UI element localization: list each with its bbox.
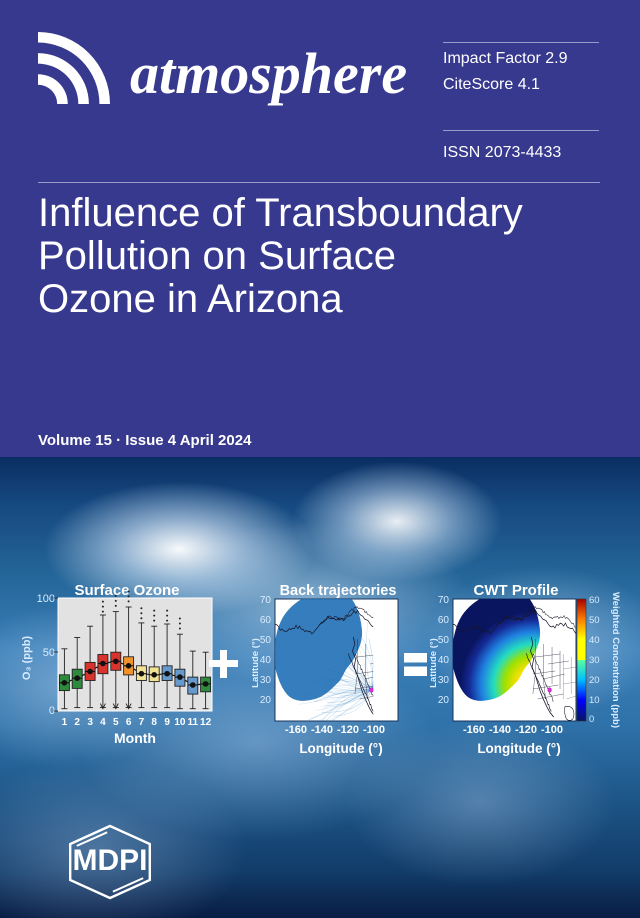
svg-text:-120: -120	[515, 724, 537, 736]
svg-text:50: 50	[260, 635, 272, 646]
svg-text:50: 50	[438, 635, 450, 646]
svg-text:9: 9	[164, 717, 170, 728]
svg-text:3: 3	[87, 717, 93, 728]
svg-text:30: 30	[589, 655, 600, 666]
svg-text:-120: -120	[337, 724, 359, 736]
svg-text:30: 30	[260, 675, 272, 686]
svg-text:7: 7	[139, 717, 145, 728]
svg-text:50: 50	[589, 615, 600, 626]
svg-text:-160: -160	[285, 724, 307, 736]
svg-text:1: 1	[62, 717, 68, 728]
svg-text:11: 11	[188, 717, 199, 728]
svg-text:8: 8	[151, 717, 157, 728]
svg-text:40: 40	[260, 655, 272, 666]
svg-text:Surface Ozone: Surface Ozone	[74, 583, 179, 599]
svg-text:40: 40	[589, 635, 600, 646]
svg-text:-160: -160	[463, 724, 485, 736]
svg-text:20: 20	[589, 675, 600, 686]
svg-text:20: 20	[260, 695, 272, 706]
svg-text:12: 12	[200, 717, 212, 728]
svg-text:100: 100	[37, 593, 55, 605]
svg-text:20: 20	[438, 695, 450, 706]
svg-text:-140: -140	[311, 724, 333, 736]
svg-text:Longitude (°): Longitude (°)	[299, 741, 382, 756]
svg-text:2: 2	[74, 717, 80, 728]
svg-text:-140: -140	[489, 724, 511, 736]
svg-text:Back trajectories: Back trajectories	[280, 583, 397, 599]
svg-text:Latitude (°): Latitude (°)	[252, 638, 261, 688]
svg-text:Longitude (°): Longitude (°)	[477, 741, 560, 756]
svg-text:60: 60	[438, 615, 450, 626]
svg-text:50: 50	[43, 647, 55, 659]
svg-text:10: 10	[589, 695, 600, 706]
svg-text:Latitude (°): Latitude (°)	[430, 638, 439, 688]
svg-text:30: 30	[438, 675, 450, 686]
svg-text:40: 40	[438, 655, 450, 666]
svg-text:5: 5	[113, 717, 119, 728]
svg-text:MDPI: MDPI	[73, 844, 148, 877]
svg-text:70: 70	[438, 595, 450, 606]
svg-text:60: 60	[589, 595, 600, 606]
svg-text:O₃ (ppb): O₃ (ppb)	[21, 636, 33, 681]
svg-text:6: 6	[126, 717, 132, 728]
svg-text:0: 0	[589, 714, 594, 725]
svg-text:60: 60	[260, 615, 272, 626]
svg-text:-100: -100	[363, 724, 385, 736]
svg-text:-100: -100	[541, 724, 563, 736]
svg-text:70: 70	[260, 595, 272, 606]
svg-text:CWT Profile: CWT Profile	[474, 583, 559, 599]
svg-text:Weighted Concentration (ppb): Weighted Concentration (ppb)	[610, 592, 620, 728]
svg-text:4: 4	[100, 717, 106, 728]
svg-text:Month: Month	[114, 730, 156, 746]
svg-text:10: 10	[174, 717, 186, 728]
